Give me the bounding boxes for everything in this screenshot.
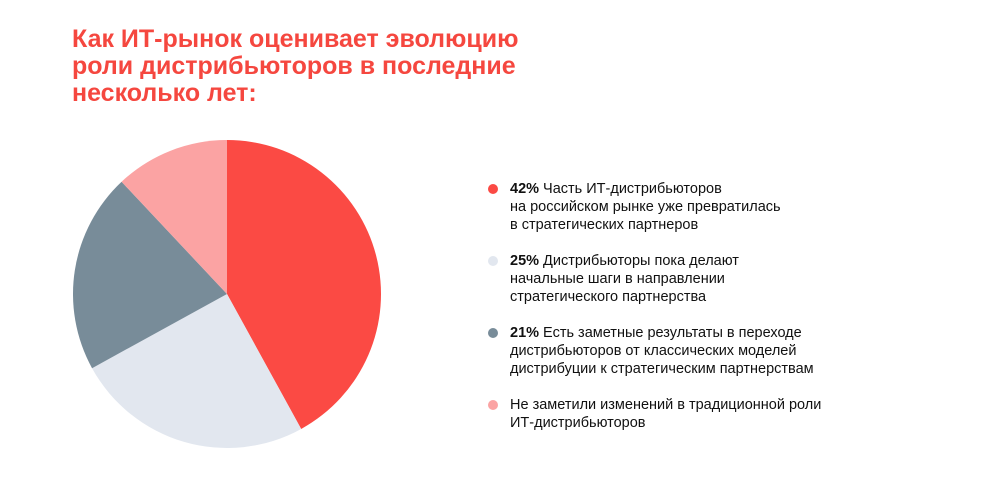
legend-text: 25% Дистрибьюторы пока делают начальные ш… — [510, 252, 988, 306]
legend-line: Не заметили изменений в традиционной рол… — [510, 397, 822, 413]
legend-line: стратегического партнерства — [510, 289, 707, 305]
pie-slice-3 — [73, 181, 227, 369]
legend-line: 25% Дистрибьюторы пока делают — [510, 253, 739, 269]
legend-line: на российском рынке уже превратилась — [510, 199, 781, 215]
legend-line: в стратегических партнеров — [510, 217, 699, 233]
legend-swatch-1 — [488, 184, 498, 194]
legend-item: 21% Есть заметные результаты в переходе д… — [488, 324, 988, 378]
legend-text: 42% Часть ИТ-дистрибьюторов на российском… — [510, 180, 988, 234]
chart-title-line: Как ИТ-рынок оценивает эволюцию — [72, 25, 519, 53]
legend-percent: 25% — [510, 253, 540, 269]
legend-swatch-2 — [488, 256, 498, 266]
legend-line: начальные шаги в направлении — [510, 271, 725, 287]
legend-item: 25% Дистрибьюторы пока делают начальные ш… — [488, 252, 988, 306]
legend-line: ИТ-дистрибьюторов — [510, 415, 646, 431]
legend-item: 42% Часть ИТ-дистрибьюторов на российском… — [488, 180, 988, 234]
legend-percent: 21% — [510, 325, 540, 341]
pie-slice-4 — [121, 140, 227, 294]
legend-line: дистрибуции к стратегическим партнерства… — [510, 361, 814, 377]
pie-slice-2 — [92, 294, 302, 448]
chart-legend: 42% Часть ИТ-дистрибьюторов на российском… — [488, 180, 988, 450]
legend-item: Не заметили изменений в традиционной рол… — [488, 396, 988, 432]
legend-line: дистрибьюторов от классических моделей — [510, 343, 797, 359]
legend-text: 21% Есть заметные результаты в переходе д… — [510, 324, 988, 378]
chart-title: Как ИТ-рынок оценивает эволюцию роли дис… — [72, 26, 532, 107]
chart-title-line: несколько лет: — [72, 79, 257, 107]
legend-swatch-3 — [488, 328, 498, 338]
pie-slice-1 — [227, 140, 381, 429]
chart-title-line: роли дистрибьюторов в последние — [72, 52, 516, 80]
legend-text: Не заметили изменений в традиционной рол… — [510, 396, 988, 432]
legend-line: 42% Часть ИТ-дистрибьюторов — [510, 181, 722, 197]
legend-line: 21% Есть заметные результаты в переходе — [510, 325, 802, 341]
legend-percent: 42% — [510, 181, 540, 197]
legend-swatch-4 — [488, 400, 498, 410]
